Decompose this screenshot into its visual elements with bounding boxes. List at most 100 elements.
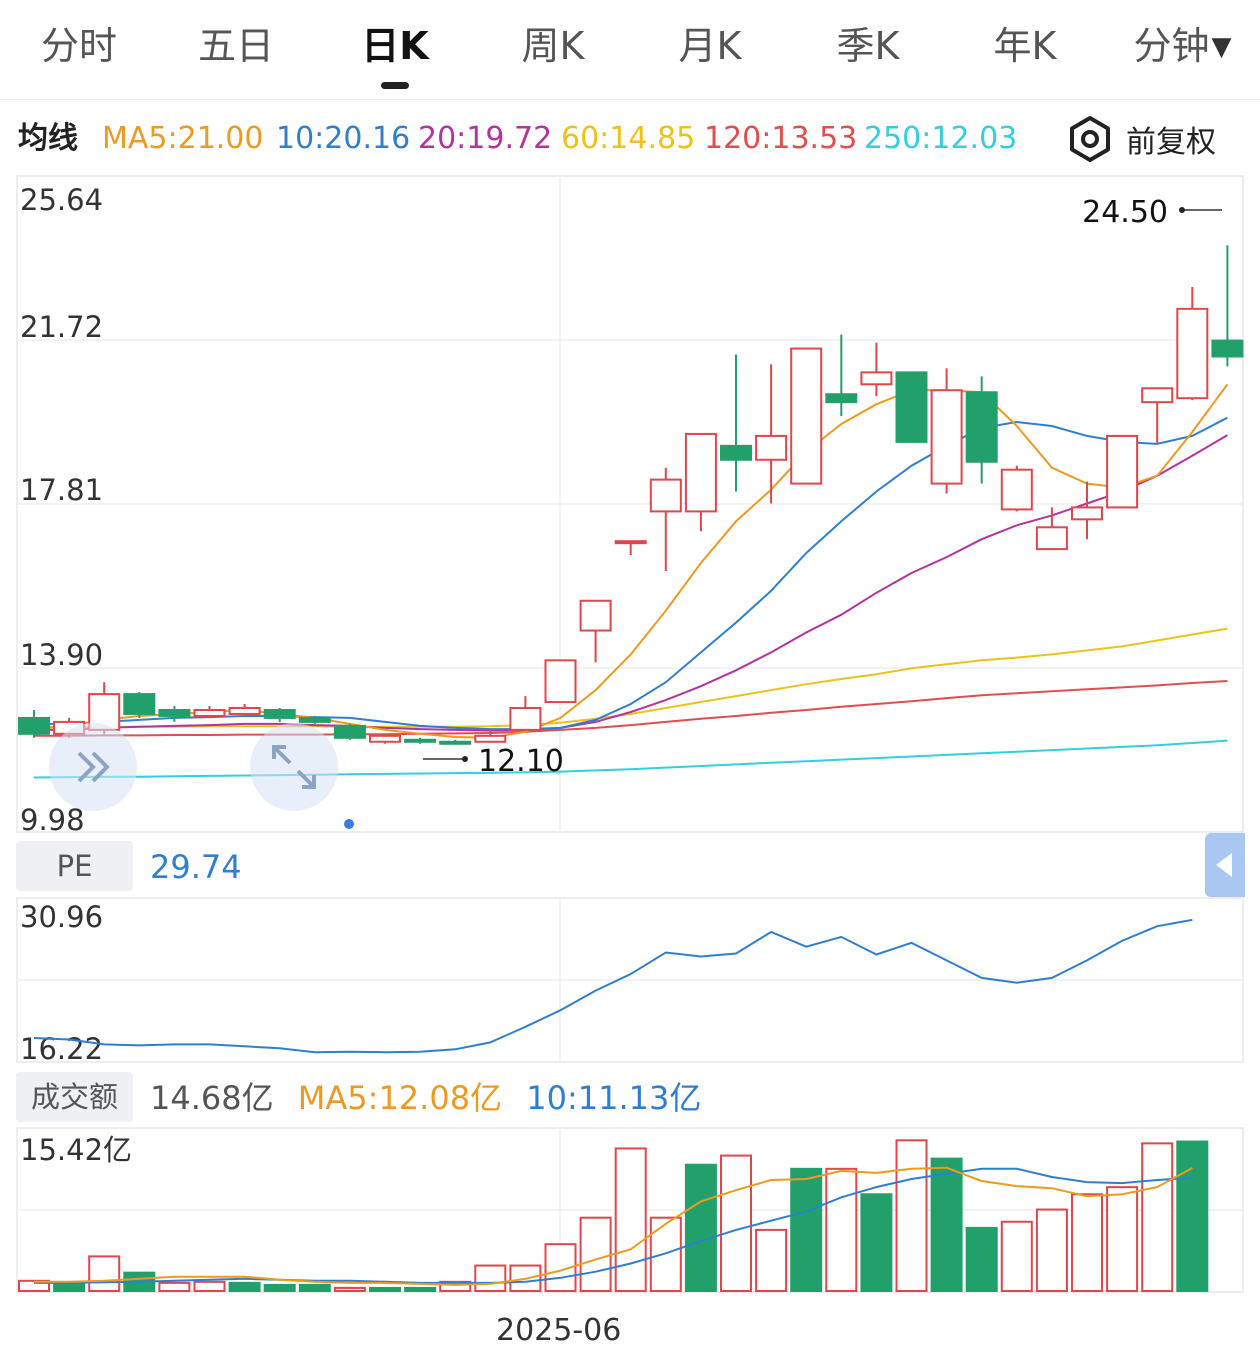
- turnover-bar: [825, 1167, 858, 1293]
- turnover-bar: [1176, 1140, 1209, 1293]
- high-price-label: 24.50: [1082, 195, 1168, 230]
- candle-body: [1000, 468, 1033, 511]
- tab-label: 分时: [40, 24, 117, 68]
- turnover-bar: [755, 1228, 788, 1293]
- pe-grid: [16, 897, 1244, 1063]
- ma-legend: 均线 MA5:21.00 10:20.16 20:19.72 60:14.85 …: [0, 114, 1260, 164]
- candle-body: [544, 659, 577, 704]
- candle: [18, 709, 50, 738]
- caret-down-icon: ▼: [1211, 32, 1232, 62]
- tab-fenzhong[interactable]: 分钟▼: [1105, 18, 1260, 78]
- turnover-ma10-line: [34, 1167, 1193, 1284]
- candle: [1071, 481, 1103, 540]
- candle-body: [825, 393, 858, 404]
- candle: [333, 723, 366, 740]
- candle-body: [1106, 434, 1139, 509]
- tab-label: 季K: [836, 24, 900, 68]
- tab-yuek[interactable]: 月K: [635, 18, 785, 78]
- candle: [1000, 465, 1033, 512]
- ma60-line: [33, 627, 1228, 729]
- candle: [193, 706, 226, 718]
- ma-label: 均线: [18, 121, 78, 156]
- tab-label: 月K: [678, 24, 742, 68]
- turnover-value: 14.68亿: [150, 1079, 274, 1117]
- turnover-bar: [860, 1193, 893, 1293]
- candle-body: [1071, 506, 1103, 521]
- candle-body: [755, 434, 788, 461]
- ma20-line: [34, 434, 1228, 732]
- candle: [930, 368, 963, 494]
- candle: [228, 704, 261, 716]
- pe-tag[interactable]: PE: [16, 841, 133, 891]
- tab-niank[interactable]: 年K: [950, 18, 1100, 78]
- turnover-tag[interactable]: 成交额: [16, 1072, 133, 1122]
- turnover-bar: [1000, 1220, 1033, 1293]
- price-axis-label: 21.72: [20, 310, 103, 344]
- turnover-bar: [228, 1281, 261, 1293]
- candle-body: [228, 707, 261, 715]
- date-axis-label: 2025-06: [496, 1313, 622, 1348]
- tab-fenshi[interactable]: 分时: [4, 18, 154, 78]
- price-axis-label: 13.90: [20, 638, 103, 672]
- candle-body: [18, 716, 50, 735]
- candle: [404, 737, 437, 744]
- candle: [1106, 434, 1139, 509]
- pe-axis-label: 30.96: [20, 900, 103, 934]
- candle: [614, 540, 647, 556]
- candle: [895, 371, 928, 443]
- collapse-panel-button[interactable]: [1205, 833, 1245, 897]
- tab-wuri[interactable]: 五日: [161, 18, 311, 78]
- candle: [298, 715, 331, 724]
- candlesticks: [18, 245, 1244, 745]
- price-axis-label: 25.64: [20, 183, 103, 217]
- candle-body: [123, 693, 156, 715]
- fullscreen-button[interactable]: [250, 723, 338, 811]
- expand-arrows-icon: [272, 745, 316, 789]
- candle: [1176, 286, 1209, 401]
- turnover-bar: [298, 1283, 331, 1292]
- ma10-line: [34, 416, 1228, 731]
- turnover-bar: [930, 1157, 963, 1292]
- ma250-line: [33, 739, 1228, 779]
- candle-body: [404, 738, 437, 743]
- turnover-bar: [649, 1216, 682, 1293]
- candle-body: [930, 389, 963, 485]
- turnover-bar: [333, 1286, 366, 1293]
- tab-label: 年K: [993, 24, 1057, 68]
- turnover-bar: [404, 1286, 437, 1293]
- turnover-bar: [193, 1280, 226, 1292]
- timeframe-tabs: 分时 五日 日K 周K 月K 季K 年K 分钟▼: [0, 0, 1260, 100]
- adjust-button[interactable]: 前复权: [1066, 114, 1216, 164]
- pe-series-line: [33, 918, 1193, 1054]
- candle-body: [965, 391, 998, 463]
- turnover-bar: [1035, 1208, 1068, 1293]
- candle-body: [1035, 526, 1068, 551]
- hexagon-settings-icon: [1070, 116, 1110, 162]
- tab-zhouk[interactable]: 周K: [478, 18, 628, 78]
- candle: [790, 347, 823, 485]
- candle-body: [298, 716, 331, 723]
- candle-body: [790, 347, 823, 485]
- candle: [684, 432, 717, 532]
- candle-body: [439, 740, 472, 745]
- price-axis-label: 17.81: [20, 473, 103, 507]
- candle-body: [1141, 387, 1174, 404]
- turnover-bars: [18, 1139, 1209, 1293]
- candle: [263, 708, 296, 722]
- tab-jik[interactable]: 季K: [793, 18, 943, 78]
- volume-axis-label: 15.42亿: [20, 1133, 132, 1167]
- candle: [123, 692, 156, 718]
- expand-right-button[interactable]: [49, 723, 137, 811]
- candle-body: [193, 708, 226, 717]
- tab-label: 日K: [361, 24, 429, 68]
- turnover-ma5: MA5:12.08亿: [297, 1079, 503, 1117]
- adjust-label: 前复权: [1126, 125, 1216, 160]
- tab-rik[interactable]: 日K: [320, 18, 470, 89]
- pe-axis-label: 16.22: [20, 1032, 103, 1066]
- turnover-bar: [53, 1282, 86, 1293]
- turnover-bar: [474, 1264, 507, 1292]
- turnover-bar: [439, 1280, 472, 1292]
- candle: [860, 342, 893, 397]
- candle-body: [895, 371, 928, 443]
